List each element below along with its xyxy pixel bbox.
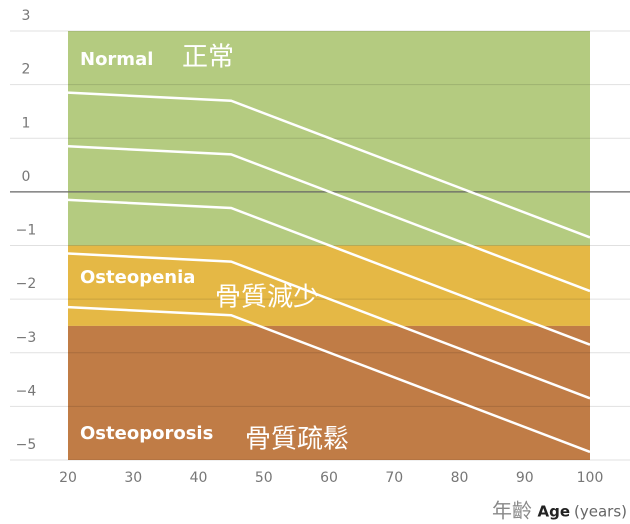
band-label-zh: 骨質疏鬆 bbox=[245, 425, 349, 455]
band-label: Normal bbox=[80, 49, 153, 70]
x-tick-label: 50 bbox=[255, 470, 273, 486]
x-tick-label: 60 bbox=[320, 470, 338, 486]
band-label: Osteopenia bbox=[80, 267, 195, 288]
x-label-zh: 年齡 bbox=[492, 499, 532, 523]
band-label-zh: 骨質減少 bbox=[215, 283, 319, 313]
y-tick-label: 2 bbox=[22, 62, 31, 78]
line bbox=[67, 305, 591, 454]
line bbox=[67, 252, 591, 400]
y-tick-label: 3 bbox=[22, 8, 31, 24]
x-label-en: Age bbox=[537, 503, 570, 521]
band-label: Osteoporosis bbox=[80, 423, 213, 444]
y-tick-label: −3 bbox=[16, 330, 37, 346]
x-tick-label: 40 bbox=[190, 470, 208, 486]
line bbox=[67, 91, 591, 239]
x-tick-label: 20 bbox=[59, 470, 77, 486]
x-tick-label: 100 bbox=[577, 470, 604, 486]
x-tick-label: 90 bbox=[516, 470, 534, 486]
x-tick-label: 70 bbox=[385, 470, 403, 486]
y-tick-label: −5 bbox=[16, 437, 37, 453]
x-label-unit: (years) bbox=[574, 503, 627, 521]
y-tick-label: −4 bbox=[16, 383, 37, 399]
x-tick-label: 30 bbox=[124, 470, 142, 486]
band bbox=[68, 325, 590, 460]
line bbox=[67, 145, 591, 293]
y-tick-label: 0 bbox=[22, 169, 31, 185]
band-label-zh: 正常 bbox=[182, 43, 234, 73]
line bbox=[67, 198, 591, 346]
y-tick-label: 1 bbox=[22, 115, 31, 131]
y-tick-label: −1 bbox=[16, 223, 37, 239]
x-tick-label: 80 bbox=[451, 470, 469, 486]
y-tick-label: −2 bbox=[16, 276, 37, 292]
